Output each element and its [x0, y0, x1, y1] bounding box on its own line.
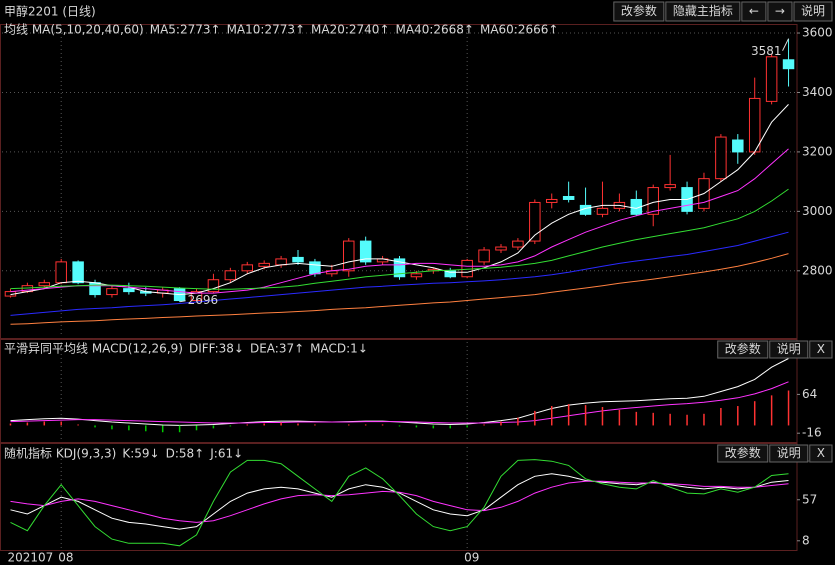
button-label[interactable]: 改参数: [621, 3, 657, 18]
legend-entry: MA60:2666↑: [480, 23, 558, 37]
candle-body: [207, 279, 220, 293]
high-annotation: 3581: [751, 44, 782, 58]
legend-entry: MA5:2773↑: [150, 23, 221, 37]
button[interactable]: [665, 1, 741, 22]
candle-body: [309, 261, 321, 275]
y-tick-label: 8: [802, 533, 810, 547]
legend-entry: J:61↓: [209, 447, 243, 461]
candle-body: [106, 288, 118, 296]
button[interactable]: [793, 1, 833, 22]
y-tick-label: 3600: [802, 26, 833, 40]
panel-title: 平滑异同平均线 MACD(12,26,9): [4, 342, 183, 356]
indicator-line: [10, 231, 789, 316]
button-label[interactable]: X: [817, 446, 825, 460]
candle-body: [72, 261, 84, 284]
y-tick-label: 64: [802, 387, 817, 401]
indicator-line: [10, 188, 789, 290]
candle-body: [562, 195, 575, 200]
candle-body: [38, 282, 51, 287]
y-tick-label: 57: [802, 492, 817, 506]
candle-body: [241, 264, 254, 272]
candle-body: [190, 291, 203, 302]
y-tick-label: 3200: [802, 144, 833, 158]
candle-body: [292, 256, 304, 263]
button[interactable]: [769, 340, 809, 359]
candle-body: [765, 56, 778, 102]
candle-body: [596, 207, 609, 215]
panel-title: 随机指标 KDJ(9,3,3): [4, 446, 116, 461]
y-tick-label: -16: [802, 426, 822, 440]
y-tick-label: 3000: [802, 204, 833, 218]
x-tick-label: 202107: [7, 551, 53, 565]
button[interactable]: [717, 340, 769, 359]
candle-body: [444, 270, 456, 278]
candle-body: [664, 184, 676, 189]
candle-body: [258, 262, 270, 267]
window-title: 甲醇2201 (日线): [4, 4, 96, 19]
candle-body: [545, 198, 558, 203]
candle-body: [782, 59, 795, 70]
candle-body: [647, 187, 659, 215]
panel-title: 均线 MA(5,10,20,40,60): [4, 23, 144, 37]
legend-entry: MA40:2668↑: [396, 23, 474, 37]
candle-body: [89, 282, 101, 296]
y-tick-label: 3400: [802, 85, 833, 99]
button[interactable]: [717, 444, 769, 463]
candle-body: [495, 246, 507, 251]
button-label[interactable]: →: [775, 4, 785, 18]
button-label[interactable]: X: [817, 342, 825, 356]
candle-body: [343, 240, 355, 272]
candle-body: [732, 139, 744, 153]
button-label[interactable]: 说明: [801, 3, 825, 18]
candle-body: [410, 273, 423, 278]
indicator-line: [10, 459, 789, 547]
button[interactable]: [613, 1, 665, 22]
candle-body: [359, 240, 372, 263]
button-label[interactable]: 说明: [777, 341, 801, 356]
button-label[interactable]: ←: [749, 4, 759, 18]
candle-body: [461, 259, 473, 278]
indicator-line: [10, 253, 789, 325]
button[interactable]: [767, 1, 793, 22]
candle-body: [123, 288, 135, 293]
button-label[interactable]: 改参数: [725, 341, 761, 356]
button-label[interactable]: 隐藏主指标: [673, 3, 733, 18]
button[interactable]: [769, 444, 809, 463]
extreme-pointer: [179, 300, 186, 303]
legend-entry: DIFF:38↓: [189, 342, 244, 356]
x-tick-label: 08: [58, 551, 73, 565]
candle-body: [275, 258, 287, 266]
indicator-line: [10, 381, 789, 424]
legend-entry: MA20:2740↑: [311, 23, 389, 37]
button[interactable]: [809, 340, 833, 359]
extreme-pointer: [782, 38, 789, 51]
y-tick-label: 2800: [802, 263, 833, 277]
candle-body: [55, 261, 67, 284]
legend-entry: K:59↓: [122, 447, 159, 461]
low-annotation: 2696: [188, 293, 219, 307]
button-label[interactable]: 说明: [777, 445, 801, 460]
candle-body: [512, 240, 524, 248]
candle-body: [478, 249, 490, 263]
button[interactable]: [809, 444, 833, 463]
legend-entry: D:58↑: [166, 447, 205, 461]
button-label[interactable]: 改参数: [725, 445, 761, 460]
indicator-line: [10, 148, 789, 294]
legend-entry: MACD:1↓: [310, 342, 368, 356]
indicator-line: [10, 104, 789, 296]
legend-entry: MA10:2773↑: [227, 23, 305, 37]
candle-body: [529, 201, 541, 242]
candle-body: [748, 97, 761, 153]
candle-body: [224, 270, 237, 281]
legend-entry: DEA:37↑: [250, 342, 304, 356]
x-tick-label: 09: [464, 551, 479, 565]
candle-body: [715, 136, 727, 180]
button[interactable]: [741, 1, 767, 22]
candle-body: [393, 258, 406, 278]
